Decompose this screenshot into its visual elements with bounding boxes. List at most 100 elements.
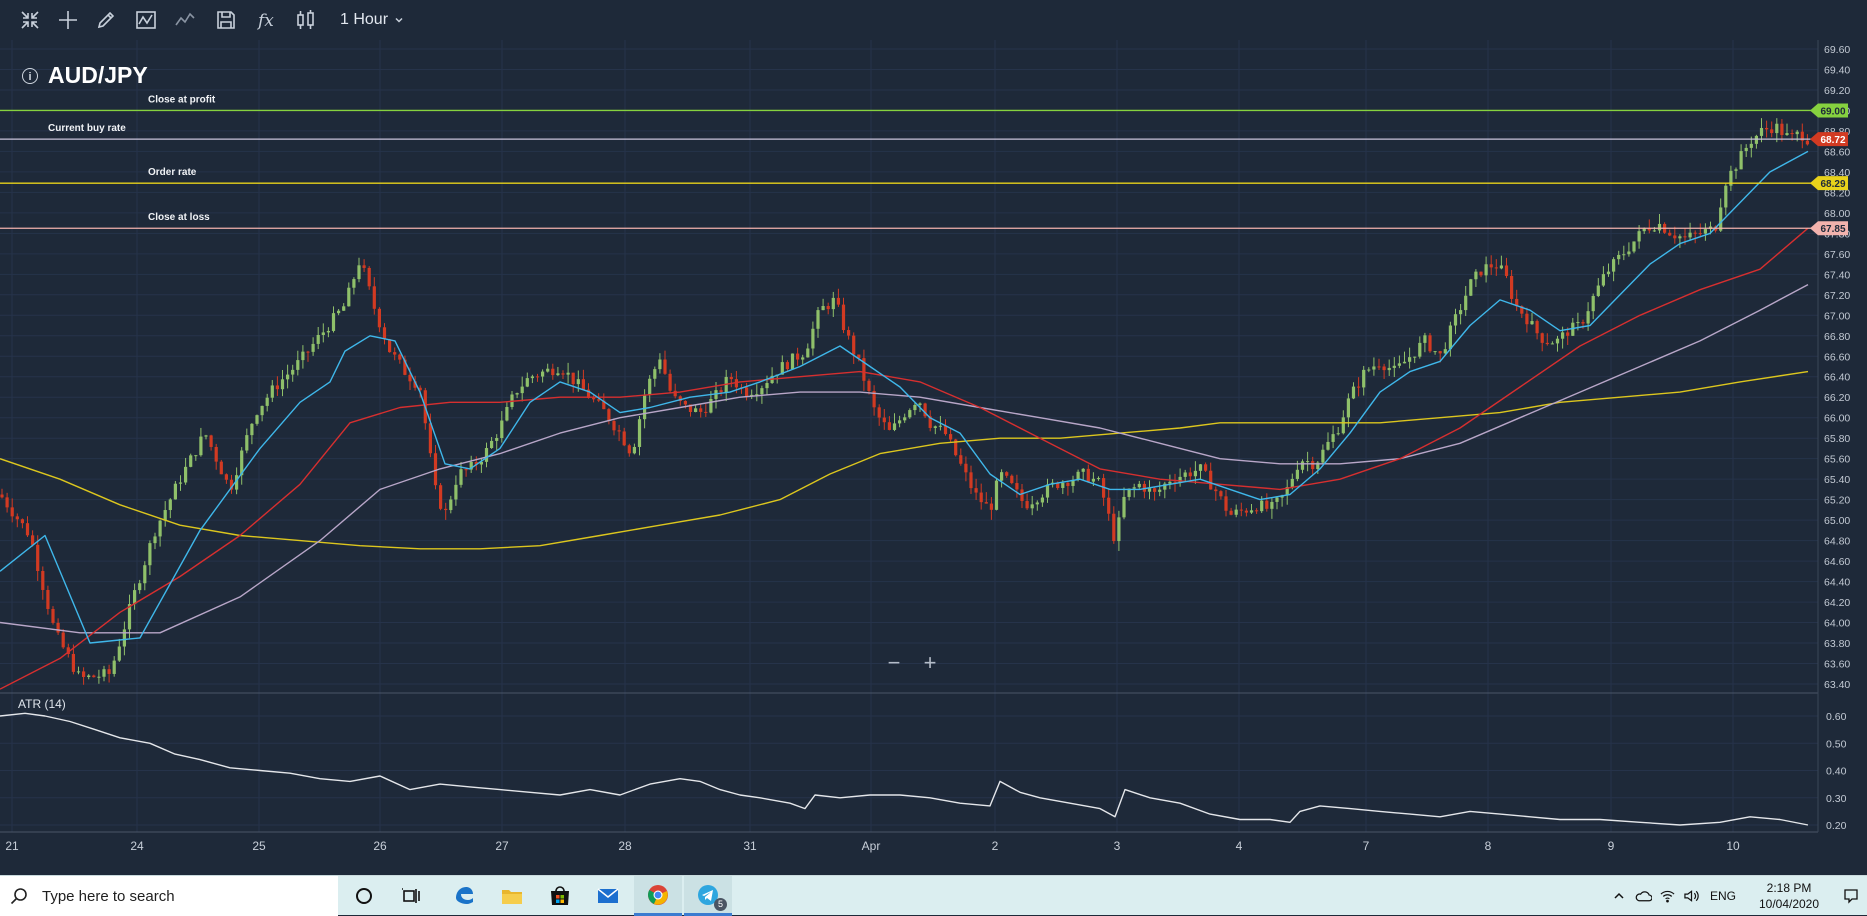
mail-icon[interactable] — [584, 876, 632, 916]
candle — [581, 369, 585, 390]
candle — [316, 326, 320, 350]
candle-body — [1520, 306, 1524, 314]
y-tick-label: 68.20 — [1824, 187, 1850, 199]
candle-body — [1724, 185, 1728, 208]
candle-body — [928, 416, 932, 428]
candle — [388, 338, 392, 353]
taskbar-search[interactable]: Type here to search — [0, 876, 338, 916]
candle — [255, 414, 259, 426]
candle — [1219, 490, 1223, 500]
candle-body — [617, 430, 621, 432]
chart-area[interactable]: 69.6069.4069.2069.0068.8068.6068.4068.20… — [0, 40, 1867, 875]
onedrive-icon[interactable] — [1631, 876, 1655, 916]
candle-body — [31, 535, 35, 545]
candle-body — [1137, 483, 1141, 488]
candle — [1035, 500, 1039, 511]
chevron-up-icon[interactable] — [1607, 876, 1631, 916]
line-chart-icon[interactable] — [171, 6, 199, 34]
price-chart[interactable]: 69.6069.4069.2069.0068.8068.6068.4068.20… — [0, 40, 1867, 875]
candle-body — [1744, 147, 1748, 152]
candle-body — [765, 383, 769, 389]
candle — [296, 350, 300, 376]
candle — [1137, 480, 1141, 489]
atr-indicator-label[interactable]: ATR (14) — [18, 697, 66, 711]
save-icon[interactable] — [212, 6, 240, 34]
candle-body — [668, 373, 672, 391]
y-tick-label: 64.80 — [1824, 536, 1850, 548]
telegram-icon[interactable]: 5 — [684, 876, 732, 916]
candle-body — [260, 405, 264, 416]
candle-body — [561, 373, 565, 375]
candle — [1040, 494, 1044, 507]
candles — [0, 118, 1809, 685]
atr-y-tick-label: 0.20 — [1826, 820, 1847, 832]
info-icon[interactable]: i — [22, 67, 38, 84]
language-indicator[interactable]: ENG — [1709, 889, 1736, 903]
timeframe-dropdown[interactable]: 1 Hour — [340, 8, 404, 32]
fx-icon[interactable]: fx — [252, 6, 280, 34]
edge-icon[interactable] — [440, 876, 488, 916]
candle — [433, 445, 438, 490]
candle-body — [1698, 233, 1702, 235]
candle-body — [1066, 482, 1070, 486]
atr-y-tick-label: 0.40 — [1826, 766, 1847, 778]
y-tick-label: 67.60 — [1824, 249, 1850, 261]
volume-icon[interactable] — [1679, 876, 1703, 916]
candle — [1596, 278, 1600, 298]
candle — [1647, 219, 1651, 234]
candle-body — [520, 386, 524, 394]
candle — [571, 372, 575, 393]
indicator-icon[interactable] — [132, 6, 160, 34]
candle-body — [184, 466, 188, 483]
zoom-in-button[interactable]: + — [923, 650, 937, 675]
candle-body — [683, 400, 687, 405]
candle-body — [1040, 497, 1044, 503]
candle-body — [1163, 483, 1167, 490]
collapse-icon[interactable] — [16, 6, 44, 34]
candle-body — [433, 453, 438, 486]
candle-body — [1545, 342, 1549, 345]
candle — [1117, 510, 1121, 551]
chrome-icon[interactable] — [634, 876, 682, 916]
candle — [1775, 118, 1779, 143]
candle-body — [694, 408, 698, 413]
candle — [612, 418, 616, 436]
chart-type-icon[interactable] — [292, 6, 320, 34]
store-icon[interactable] — [536, 876, 584, 916]
candle — [15, 513, 19, 528]
candle — [1168, 474, 1172, 490]
candle — [311, 337, 315, 356]
candle — [811, 321, 815, 356]
candle — [1418, 336, 1422, 359]
notification-icon[interactable] — [1835, 876, 1867, 916]
candle — [1530, 312, 1534, 325]
candle-body — [1499, 265, 1503, 269]
candle — [525, 372, 529, 388]
candle — [66, 643, 70, 658]
candle — [1571, 317, 1575, 337]
crosshair-icon[interactable] — [54, 6, 82, 34]
candle — [1770, 121, 1774, 138]
candle — [377, 307, 381, 333]
atr-y-tick-label: 0.60 — [1826, 711, 1847, 723]
candle — [1071, 475, 1075, 493]
cortana-icon[interactable] — [340, 876, 388, 916]
candle-body — [240, 450, 244, 476]
candle-body — [1086, 468, 1090, 482]
candle-body — [1443, 349, 1447, 354]
wifi-icon[interactable] — [1655, 876, 1679, 916]
price-line-label: Order rate — [148, 167, 197, 178]
candle-body — [566, 372, 570, 375]
taskbar-clock[interactable]: 2:18 PM 10/04/2020 — [1743, 880, 1835, 912]
zoom-out-button[interactable]: − — [887, 650, 901, 675]
pencil-icon[interactable] — [92, 6, 120, 34]
candle-body — [1127, 488, 1131, 497]
candle-body — [1219, 491, 1223, 497]
file-explorer-icon[interactable] — [488, 876, 536, 916]
x-tick-label: 28 — [618, 839, 632, 853]
candle-body — [994, 480, 999, 510]
task-view-icon[interactable] — [388, 876, 436, 916]
candle-body — [337, 310, 341, 314]
candle — [617, 424, 621, 442]
candle — [1234, 504, 1238, 518]
